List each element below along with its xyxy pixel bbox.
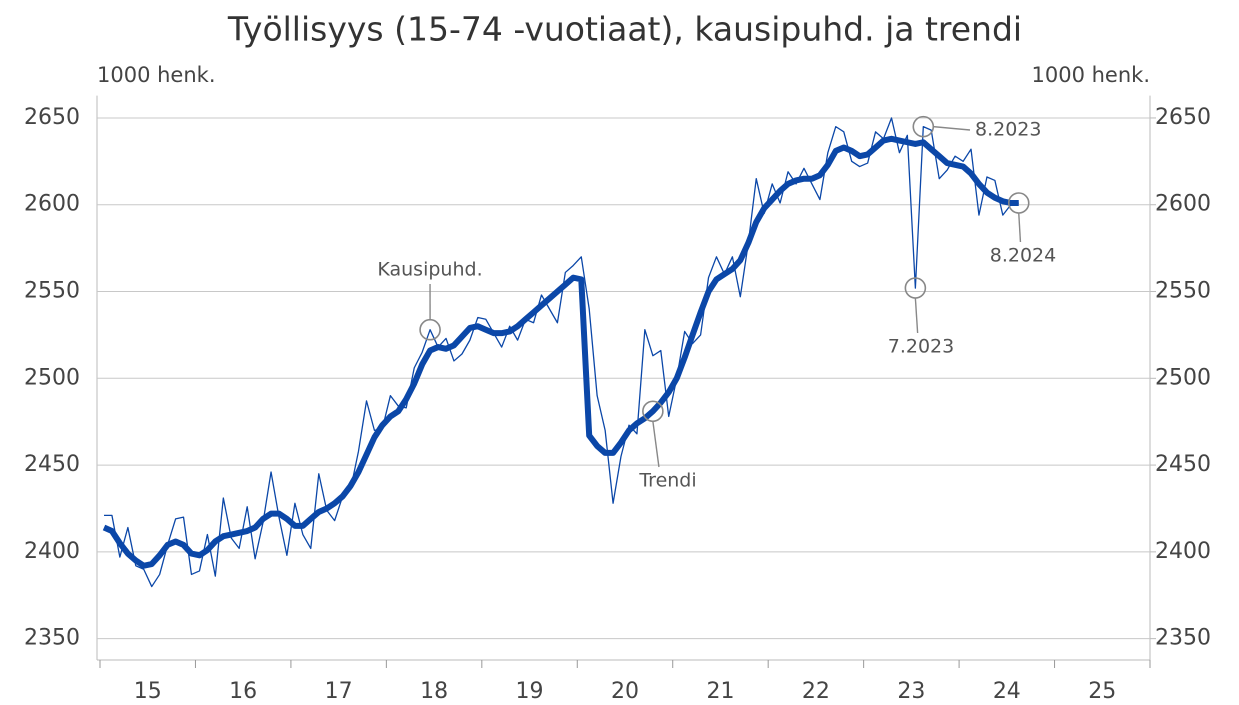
y2-tick-label: 2350	[1155, 626, 1211, 651]
y-tick-label: 2600	[24, 192, 80, 217]
annotation-leader	[1018, 212, 1022, 243]
annotation-leader	[652, 421, 660, 468]
x-tick-label: 15	[134, 679, 162, 704]
x-tick-label: 17	[325, 679, 353, 704]
y2-tick-label: 2600	[1155, 192, 1211, 217]
x-tick-label: 16	[229, 679, 257, 704]
y-tick-label: 2650	[24, 105, 80, 130]
x-tick-label: 18	[420, 679, 448, 704]
series-line	[102, 135, 1019, 569]
x-tick-label: 21	[706, 679, 734, 704]
x-tick-label: 19	[516, 679, 544, 704]
y2-tick-label: 2400	[1155, 539, 1211, 564]
annotation: Kausipuhd.	[377, 259, 482, 281]
annotation-leader	[914, 298, 919, 334]
series-line	[104, 117, 1019, 588]
y2-tick-label: 2500	[1155, 365, 1211, 390]
x-tick-label: 22	[802, 679, 830, 704]
y-axis-label: 1000 henk.	[97, 63, 216, 87]
x-tick-label: 24	[993, 679, 1021, 704]
x-tick-label: 20	[611, 679, 639, 704]
x-tick-label: 25	[1088, 679, 1116, 704]
y2-tick-label: 2650	[1155, 105, 1211, 130]
x-tick-label: 23	[897, 679, 925, 704]
y-tick-label: 2450	[24, 452, 80, 477]
y2-axis-label: 1000 henk.	[1032, 63, 1151, 87]
y2-tick-label: 2450	[1155, 452, 1211, 477]
annotation: 8.2023	[975, 119, 1041, 141]
y-tick-label: 2350	[24, 626, 80, 651]
y-tick-label: 2400	[24, 539, 80, 564]
annotation: Trendi	[638, 470, 696, 492]
y2-tick-label: 2550	[1155, 279, 1211, 304]
y-tick-label: 2500	[24, 365, 80, 390]
annotation-leader	[933, 125, 971, 131]
annotation: 8.2024	[990, 245, 1056, 267]
chart-title: Työllisyys (15-74 -vuotiaat), kausipuhd.…	[227, 10, 1022, 49]
annotation: 7.2023	[888, 336, 954, 358]
y-tick-label: 2550	[24, 279, 80, 304]
